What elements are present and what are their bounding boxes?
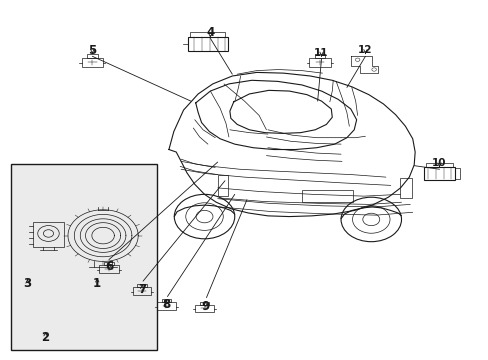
Text: 7: 7 [138,283,146,296]
Text: 5: 5 [88,44,96,57]
Bar [33,222,64,247]
Bar [104,262,114,265]
Bar [195,305,213,312]
Bar [133,287,151,295]
Text: 8: 8 [162,298,170,311]
Bar [87,54,98,58]
Bar [454,168,459,179]
Text: 11: 11 [314,48,328,58]
Bar [157,302,175,310]
Text: 1: 1 [93,278,101,291]
Text: 9: 9 [201,300,209,313]
Bar [302,190,352,202]
Bar [423,167,454,180]
Bar [99,265,119,273]
Text: 6: 6 [104,260,113,273]
Bar [137,284,146,287]
Bar [187,37,227,51]
Bar [190,32,225,37]
Bar [399,178,411,198]
Text: 3: 3 [23,278,32,291]
Bar [217,175,228,196]
Bar [162,300,171,302]
Bar [309,58,330,67]
Bar [200,302,209,305]
Bar [11,164,157,350]
Text: 4: 4 [206,26,214,39]
Bar [425,163,452,167]
Bar [81,58,103,67]
Text: 2: 2 [41,331,49,344]
Text: 10: 10 [431,158,446,168]
Text: 12: 12 [357,45,372,55]
Bar [314,54,325,58]
